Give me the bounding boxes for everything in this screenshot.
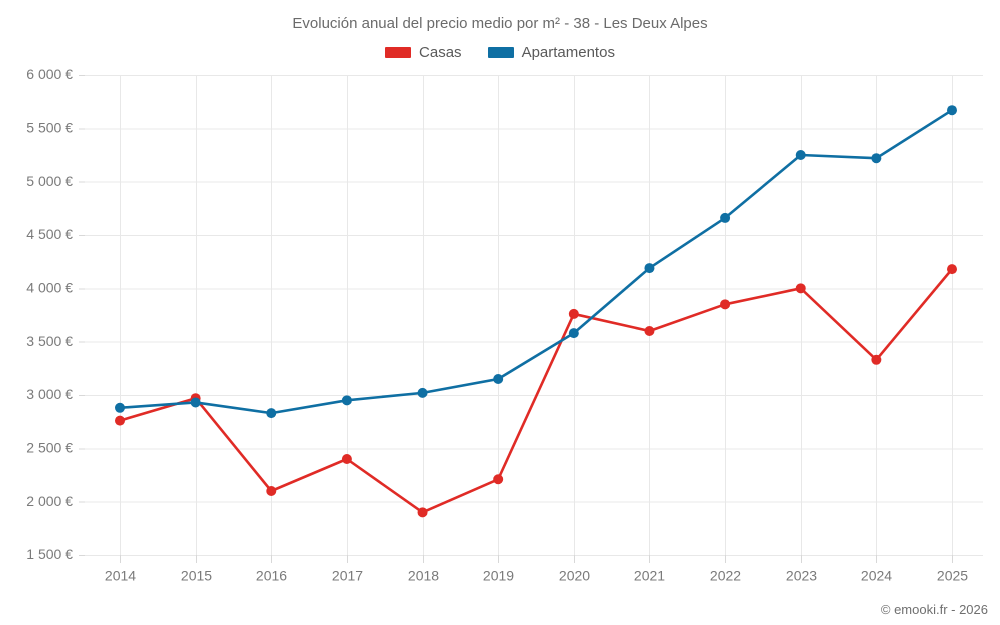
x-tick-label: 2022 (710, 567, 741, 583)
data-point-apartamentos-2025[interactable] (947, 105, 957, 116)
y-tick-label: 3 500 € (26, 333, 73, 349)
y-tick-label: 4 500 € (26, 226, 73, 242)
x-tick-label: 2017 (332, 567, 363, 583)
x-tick-label: 2020 (559, 567, 590, 583)
data-point-casas-2014[interactable] (115, 415, 125, 426)
y-tick-label: 4 000 € (26, 280, 73, 296)
series-line-casas (118, 267, 954, 514)
data-point-apartamentos-2019[interactable] (493, 374, 504, 384)
data-point-apartamentos-2022[interactable] (720, 212, 731, 223)
legend-swatch-apartamentos (487, 47, 514, 58)
y-tick-label: 2 500 € (26, 440, 73, 456)
data-point-apartamentos-2018[interactable] (417, 387, 428, 398)
data-point-apartamentos-2023[interactable] (795, 150, 806, 160)
y-tick-label: 6 000 € (26, 66, 73, 82)
x-tick-label: 2018 (408, 567, 439, 583)
chart-title: Evolución anual del precio medio por m² … (292, 15, 708, 32)
legend-item-apartamentos[interactable]: Apartamentos (487, 44, 615, 61)
legend-swatch-casas (385, 47, 412, 58)
data-point-casas-2025[interactable] (947, 264, 957, 275)
legend-item-casas[interactable]: Casas (385, 44, 462, 61)
data-point-apartamentos-2017[interactable] (341, 395, 352, 406)
data-point-apartamentos-2020[interactable] (568, 328, 579, 339)
data-point-apartamentos-2021[interactable] (644, 263, 655, 274)
legend-label-casas: Casas (419, 44, 462, 61)
y-tick-label: 2 000 € (26, 493, 73, 509)
data-point-casas-2021[interactable] (644, 326, 655, 336)
data-point-apartamentos-2016[interactable] (266, 408, 277, 419)
y-tick-label: 5 000 € (26, 173, 73, 189)
x-tick-label: 2019 (483, 567, 514, 583)
credit-text: © emooki.fr - 2026 (880, 602, 988, 617)
series-line-apartamentos (118, 108, 954, 415)
data-point-casas-2023[interactable] (795, 283, 806, 294)
x-tick-label: 2023 (786, 567, 817, 583)
data-point-apartamentos-2014[interactable] (115, 402, 125, 413)
data-point-casas-2016[interactable] (266, 486, 277, 496)
data-point-casas-2022[interactable] (720, 299, 731, 310)
x-tick-label: 2016 (256, 567, 287, 583)
x-tick-label: 2015 (181, 567, 212, 583)
data-point-casas-2024[interactable] (871, 354, 882, 365)
chart-legend: Casas Apartamentos (0, 44, 1000, 61)
y-tick-label: 1 500 € (26, 546, 73, 562)
x-tick-label: 2024 (861, 567, 892, 583)
data-point-casas-2017[interactable] (341, 454, 352, 464)
data-point-apartamentos-2024[interactable] (871, 153, 882, 164)
data-point-casas-2019[interactable] (493, 474, 504, 485)
y-tick-label: 5 500 € (26, 120, 73, 136)
data-point-apartamentos-2015[interactable] (190, 397, 201, 408)
data-point-casas-2018[interactable] (417, 507, 428, 518)
x-tick-label: 2014 (105, 567, 136, 583)
x-tick-label: 2021 (634, 567, 665, 583)
y-tick-label: 3 000 € (26, 386, 73, 402)
legend-label-apartamentos: Apartamentos (521, 44, 615, 61)
x-tick-label: 2025 (937, 567, 968, 583)
data-point-casas-2020[interactable] (568, 308, 579, 319)
